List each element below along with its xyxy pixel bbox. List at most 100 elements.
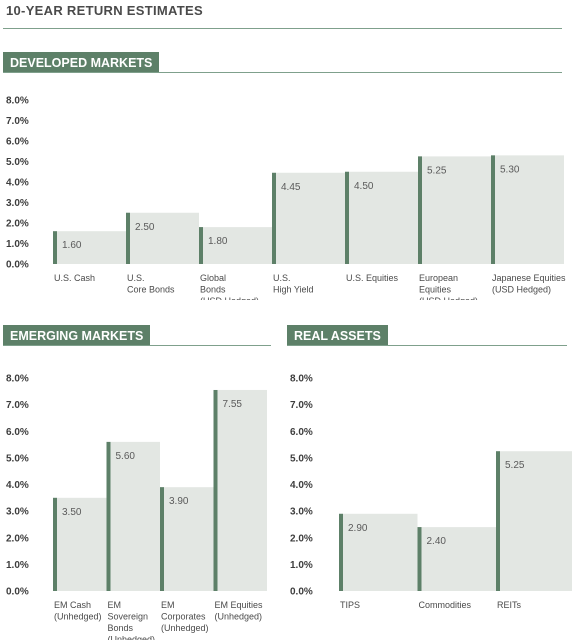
y-tick-label: 7.0% <box>290 400 313 411</box>
category-label-line: EM <box>161 600 175 610</box>
bar-accent <box>491 155 495 264</box>
category-label-line: U.S. Equities <box>346 273 399 283</box>
y-tick-label: 2.0% <box>6 533 29 544</box>
y-tick-label: 7.0% <box>6 400 29 411</box>
category-label: Commodities <box>419 600 472 610</box>
y-tick-label: 7.0% <box>6 116 29 127</box>
bar-accent <box>106 441 111 591</box>
bar-accent <box>345 171 349 264</box>
data-label: 5.60 <box>116 451 136 462</box>
category-label: U.S. Equities <box>346 273 399 283</box>
y-tick-label: 0.0% <box>6 587 29 598</box>
bar <box>272 172 345 264</box>
category-label-line: Bonds <box>108 623 134 633</box>
y-tick-label: 3.0% <box>290 507 313 518</box>
category-label-line: European <box>419 273 458 283</box>
emerging-markets-chart: 8.0% 7.0% 6.0% 5.0% 4.0% 3.0% 2.0% 1.0% 0.0% 3.50… <box>6 374 267 640</box>
data-label: 4.50 <box>354 181 374 192</box>
y-tick-label: 1.0% <box>6 560 29 571</box>
category-label-line: TIPS <box>340 600 360 610</box>
bar <box>339 513 418 591</box>
category-label: U.S. Core Bonds <box>127 273 175 295</box>
data-label: 3.90 <box>169 496 189 507</box>
emerging-markets-rule <box>3 345 271 346</box>
y-tick-label: 3.0% <box>6 507 29 518</box>
y-tick-label: 5.0% <box>290 453 313 464</box>
category-label: Global Bonds(USD Hedged) <box>200 273 259 300</box>
data-label: 2.90 <box>348 523 368 534</box>
title-divider <box>3 28 562 29</box>
category-label: U.S. High Yield <box>273 273 314 295</box>
bar <box>53 497 107 591</box>
bar <box>213 389 267 591</box>
category-label-line: (Unhedged) <box>54 612 102 622</box>
y-tick-label: 5.0% <box>6 157 29 168</box>
bar <box>160 487 214 591</box>
category-label-line: U.S. Cash <box>54 273 95 283</box>
bar <box>418 156 491 264</box>
category-label-line: Equities <box>419 285 452 295</box>
data-label: 1.80 <box>208 236 228 247</box>
bar <box>106 441 160 591</box>
y-tick-label: 0.0% <box>6 260 29 271</box>
data-label: 2.50 <box>135 222 155 233</box>
category-label-line: High Yield <box>273 285 314 295</box>
data-label: 5.25 <box>427 165 447 176</box>
y-tick-label: 2.0% <box>290 533 313 544</box>
y-tick-label: 6.0% <box>6 427 29 438</box>
category-label-line: Corporates <box>161 612 206 622</box>
category-label-line: EM <box>108 600 122 610</box>
y-tick-label: 5.0% <box>6 453 29 464</box>
y-tick-label: 1.0% <box>290 560 313 571</box>
y-tick-label: 4.0% <box>6 480 29 491</box>
category-label-line: EM Cash <box>54 600 91 610</box>
category-label-line: EM Equities <box>215 600 264 610</box>
developed-markets-header: DEVELOPED MARKETS <box>3 52 160 73</box>
data-label: 7.55 <box>223 399 243 410</box>
real-assets-rule <box>287 345 567 346</box>
bar <box>496 451 572 591</box>
bar-accent <box>199 227 203 264</box>
bar <box>53 231 126 264</box>
category-label-line: (Unhedged) <box>108 635 156 640</box>
emerging-markets-header: EMERGING MARKETS <box>3 325 151 346</box>
y-tick-label: 8.0% <box>6 374 29 385</box>
bar <box>199 227 272 264</box>
category-label-line: Core Bonds <box>127 285 175 295</box>
bar-accent <box>53 497 57 591</box>
real-assets-header: REAL ASSETS <box>287 325 388 346</box>
bar <box>491 155 564 264</box>
y-tick-label: 4.0% <box>6 178 29 189</box>
data-label: 1.60 <box>62 240 82 251</box>
bar-accent <box>339 513 343 591</box>
y-tick-label: 0.0% <box>290 587 313 598</box>
data-label: 2.40 <box>427 536 447 547</box>
page-title: 10-YEAR RETURN ESTIMATES <box>6 3 203 18</box>
category-label-line: Bonds <box>200 285 226 295</box>
category-label-line: (USD Hedged) <box>492 285 551 295</box>
data-label: 3.50 <box>62 507 82 518</box>
data-label: 5.25 <box>505 460 525 471</box>
category-label: European Equities(USD Hedged) <box>419 273 478 300</box>
data-label: 5.30 <box>500 164 520 175</box>
bar-accent <box>53 231 57 264</box>
category-label: REITs <box>497 600 522 610</box>
category-label-line: REITs <box>497 600 522 610</box>
category-label: TIPS <box>340 600 360 610</box>
y-tick-label: 1.0% <box>6 239 29 250</box>
bar-accent <box>496 451 500 591</box>
y-tick-label: 6.0% <box>290 427 313 438</box>
category-label: EM Sovereign Bonds (Unhedged) <box>108 600 156 640</box>
category-label: EM Cash (Unhedged) <box>54 600 102 622</box>
y-tick-label: 3.0% <box>6 198 29 209</box>
category-label-line: Global <box>200 273 226 283</box>
category-label-line: U.S. <box>273 273 291 283</box>
category-label-line: (USD Hedged) <box>200 296 259 300</box>
y-tick-label: 6.0% <box>6 137 29 148</box>
bar-accent <box>272 172 276 264</box>
data-label: 4.45 <box>281 182 301 193</box>
bar-accent <box>213 389 218 591</box>
y-tick-label: 4.0% <box>290 480 313 491</box>
bar <box>345 171 418 264</box>
real-assets-chart: 8.0% 7.0% 6.0% 5.0% 4.0% 3.0% 2.0% 1.0% 0.0% 2.90… <box>290 374 572 610</box>
